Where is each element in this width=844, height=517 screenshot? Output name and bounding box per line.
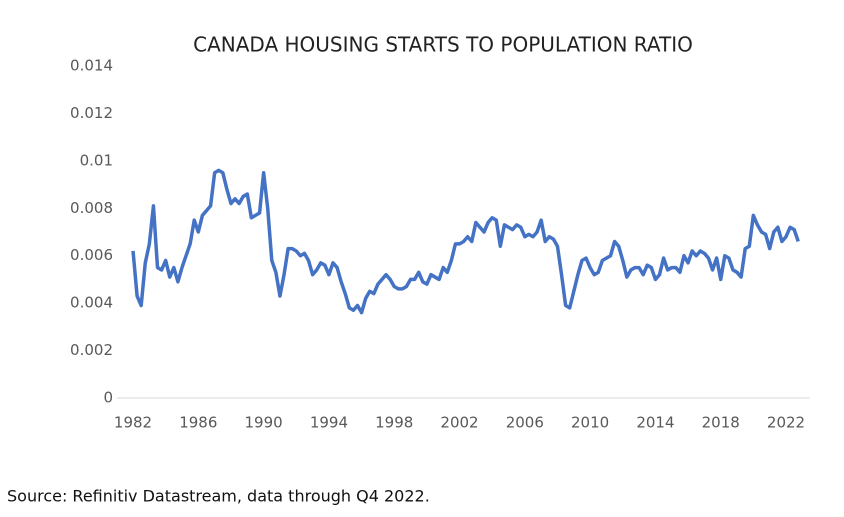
x-tick-label: 1982 (114, 414, 152, 432)
x-tick-label: 2018 (702, 414, 740, 432)
y-tick-label: 0.004 (70, 294, 113, 312)
y-tick-label: 0.014 (70, 57, 113, 75)
chart-title: CANADA HOUSING STARTS TO POPULATION RATI… (193, 33, 693, 57)
x-tick-label: 2014 (636, 414, 674, 432)
y-tick-label: 0.008 (70, 199, 113, 217)
y-tick-label: 0.01 (80, 151, 113, 169)
source-note: Source: Refinitiv Datastream, data throu… (7, 487, 430, 506)
y-tick-label: 0 (103, 389, 113, 407)
x-tick-label: 2002 (440, 414, 478, 432)
x-tick-label: 1986 (179, 414, 217, 432)
data-line (131, 168, 800, 315)
x-tick-label: 2010 (571, 414, 609, 432)
x-tick-label: 1990 (245, 414, 283, 432)
x-tick-label: 2006 (506, 414, 544, 432)
y-tick-label: 0.012 (70, 104, 113, 122)
x-tick-label: 2022 (767, 414, 805, 432)
y-tick-label: 0.006 (70, 246, 113, 264)
y-tick-label: 0.002 (70, 341, 113, 359)
x-tick-label: 1998 (375, 414, 413, 432)
x-tick-label: 1994 (310, 414, 348, 432)
